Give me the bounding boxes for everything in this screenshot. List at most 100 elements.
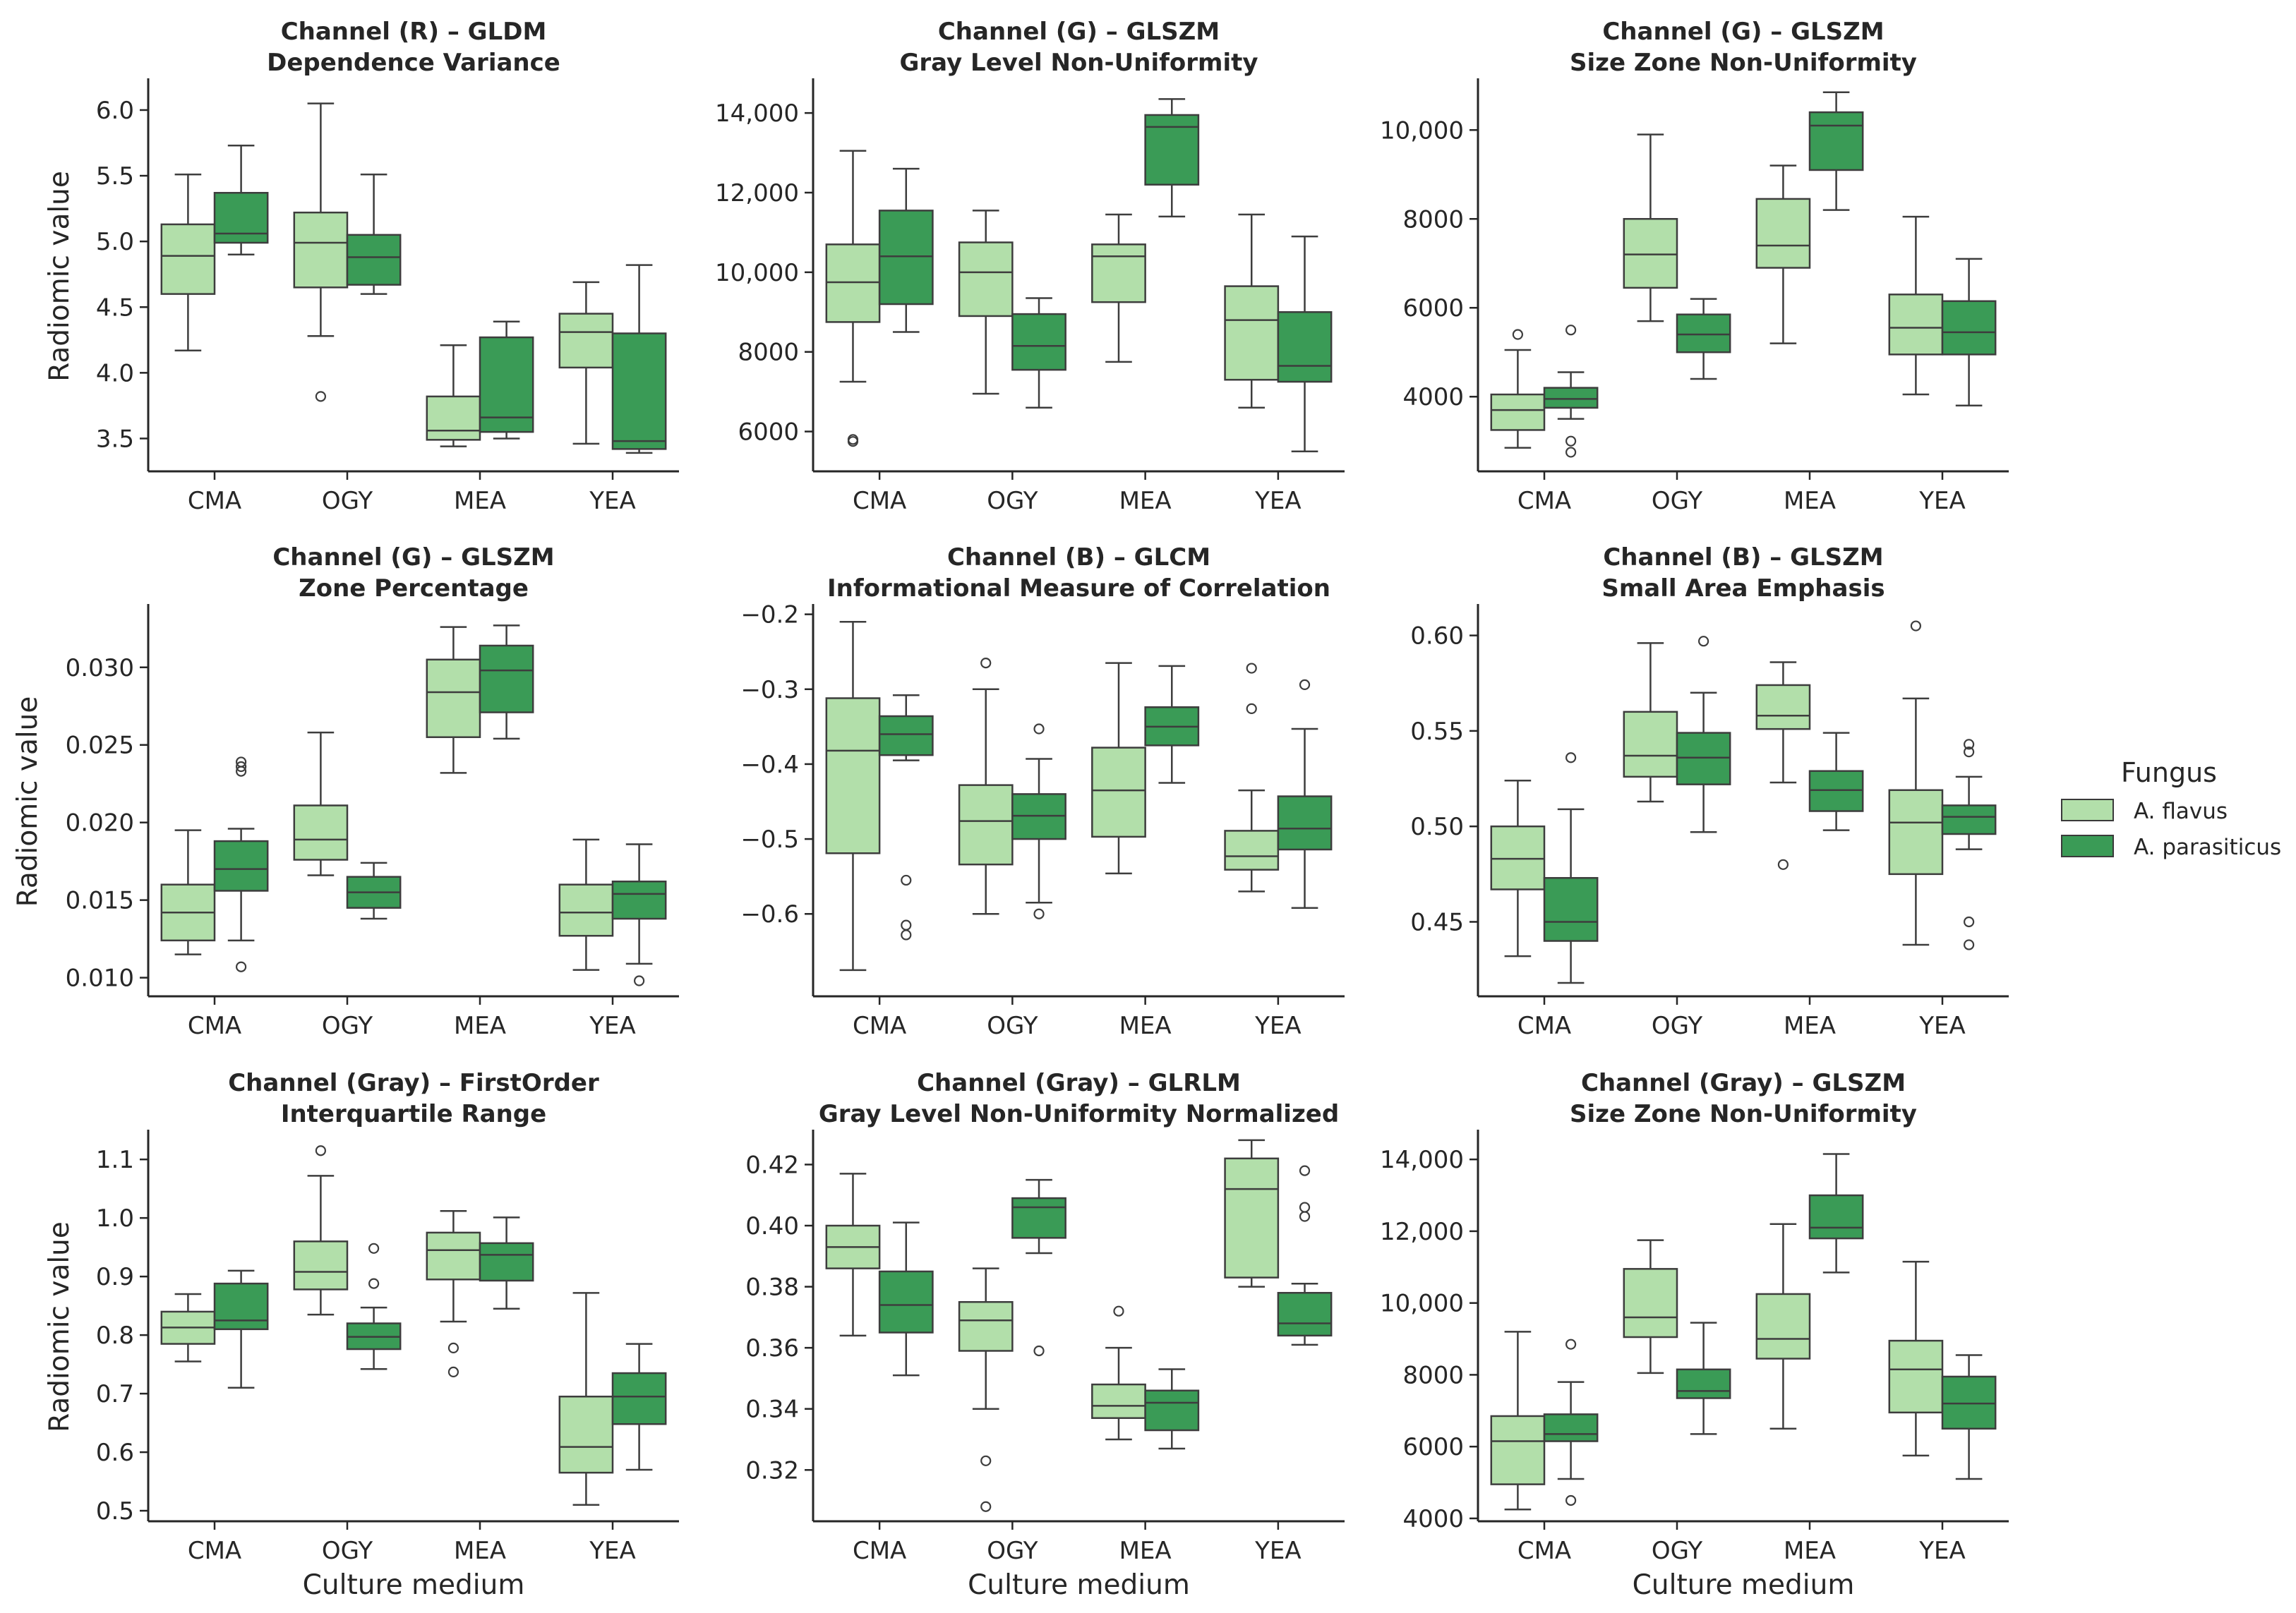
chart-title: Channel (B) – GLCM [947, 543, 1210, 572]
box-iqr [1490, 393, 1546, 431]
y-tick-label: 12,000 [715, 179, 799, 207]
x-tick-label: MEA [454, 487, 506, 515]
box-a-parasiticus-ogy [346, 862, 402, 920]
outlier-point [1565, 435, 1577, 447]
box-iqr [213, 1282, 269, 1331]
y-tick-label: 0.010 [66, 965, 134, 993]
box-iqr [293, 1240, 349, 1291]
box-a-parasiticus-ogy [346, 173, 402, 295]
outlier-point [1964, 939, 1975, 950]
box-iqr [213, 840, 269, 892]
y-tick-label: 0.020 [66, 809, 134, 838]
chart-title: Channel (G) – GLSZM [1602, 18, 1884, 46]
box-a-flavus-ogy [293, 1145, 349, 1316]
y-tick-label: 0.42 [745, 1151, 799, 1179]
box-a-parasiticus-mea [479, 624, 534, 740]
y-tick-label: 0.45 [1410, 908, 1464, 936]
chart-title: Channel (Gray) – FirstOrder [228, 1069, 599, 1097]
box-iqr [1888, 1339, 1944, 1414]
box-iqr [1888, 294, 1944, 356]
box-a-parasiticus-yea [1277, 1165, 1333, 1346]
outlier-point [236, 766, 247, 777]
chart-subtitle: Gray Level Non-Uniformity [899, 49, 1258, 77]
box-iqr [1224, 285, 1280, 381]
box-a-parasiticus-mea [1808, 732, 1864, 831]
box-iqr [1941, 300, 1997, 356]
chart-title: Channel (G) – GLSZM [272, 543, 554, 572]
x-tick-label: MEA [454, 1012, 506, 1040]
box-a-flavus-mea [426, 1209, 481, 1377]
x-axis-label: Culture medium [968, 1569, 1190, 1601]
box-a-flavus-ogy [1623, 642, 1678, 803]
y-tick-label: 14,000 [1380, 1146, 1464, 1174]
box-a-flavus-mea [426, 626, 481, 774]
chart-subtitle: Interquartile Range [281, 1100, 546, 1128]
box-a-parasiticus-ogy [1676, 636, 1731, 833]
chart-title: Channel (B) – GLSZM [1603, 543, 1883, 572]
box-iqr [558, 1395, 614, 1474]
panels: Channel (R) – GLDM Dependence Variance 3.5… [12, 18, 2009, 1601]
chart-panel-1: Channel (R) – GLDM Dependence Variance 3.5… [44, 18, 679, 515]
box-a-flavus-cma [160, 173, 216, 351]
outlier-point [901, 874, 912, 886]
y-tick-label: −0.6 [740, 900, 799, 929]
box-a-flavus-cma [1490, 779, 1546, 957]
legend-swatch-a-parasiticus [2061, 835, 2114, 857]
box-iqr [213, 192, 269, 244]
outlier-point [1246, 663, 1257, 674]
outlier-point [901, 919, 912, 931]
outlier-point [980, 658, 992, 669]
box-a-parasiticus-cma [1543, 325, 1599, 458]
y-tick-label: 0.34 [745, 1396, 799, 1424]
outlier-point [1299, 679, 1311, 691]
box-a-flavus-ogy [1623, 1239, 1678, 1375]
box-a-parasiticus-yea [611, 843, 667, 986]
outlier-point [368, 1278, 380, 1289]
x-tick-label: YEA [1254, 487, 1302, 515]
y-tick-label: −0.4 [740, 751, 799, 779]
y-tick-label: 0.36 [745, 1334, 799, 1363]
y-tick-label: 8000 [738, 339, 799, 367]
y-tick-label: 4000 [1402, 1505, 1464, 1533]
box-iqr [479, 644, 534, 713]
chart-subtitle: Dependence Variance [267, 49, 560, 77]
box-a-parasiticus-mea [1808, 91, 1864, 211]
y-tick-label: 0.40 [745, 1212, 799, 1240]
chart-subtitle: Gray Level Non-Uniformity Normalized [819, 1100, 1339, 1128]
box-iqr [1676, 1368, 1731, 1399]
box-iqr [825, 243, 881, 323]
box-iqr [293, 804, 349, 861]
y-tick-label: 4.0 [96, 359, 134, 387]
y-tick-label: 8000 [1402, 205, 1464, 234]
box-a-parasiticus-ogy [1011, 1178, 1066, 1357]
y-tick-label: 0.50 [1410, 813, 1464, 841]
outlier-point [980, 1455, 992, 1466]
box-iqr [1941, 804, 1997, 835]
box-a-parasiticus-cma [213, 1269, 269, 1389]
x-tick-label: OGY [322, 487, 373, 515]
x-tick-label: OGY [1652, 1537, 1702, 1565]
box-iqr [825, 697, 881, 854]
x-tick-label: YEA [1254, 1012, 1302, 1040]
chart-subtitle: Zone Percentage [299, 574, 529, 603]
legend-label-a-parasiticus: A. parasiticus [2134, 835, 2281, 860]
box-iqr [878, 210, 934, 306]
box-a-parasiticus-yea [611, 1343, 667, 1471]
x-axis-label: Culture medium [303, 1569, 525, 1601]
box-iqr [1543, 387, 1599, 409]
y-tick-label: 0.32 [745, 1456, 799, 1485]
box-a-flavus-ogy [293, 731, 349, 876]
y-tick-label: −0.5 [740, 826, 799, 854]
x-tick-label: MEA [1784, 1012, 1836, 1040]
outlier-point [1246, 703, 1257, 714]
box-a-flavus-yea [1224, 1139, 1280, 1288]
box-iqr [611, 332, 667, 450]
box-a-flavus-yea [1224, 663, 1280, 893]
box-iqr [1224, 1157, 1280, 1279]
legend-swatch-a-flavus [2061, 799, 2114, 821]
box-iqr [958, 1300, 1014, 1352]
y-tick-label: 6000 [1402, 294, 1464, 322]
y-tick-label: 6000 [738, 418, 799, 447]
